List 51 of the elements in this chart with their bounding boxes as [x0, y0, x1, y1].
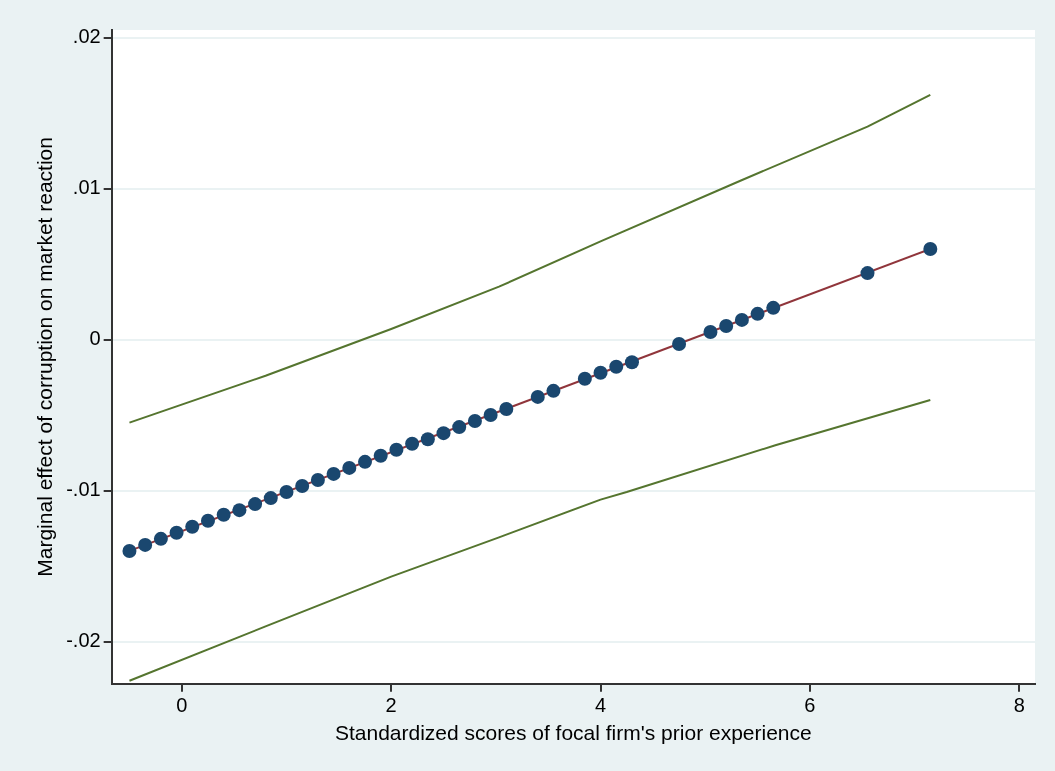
point [389, 442, 404, 457]
point [232, 503, 247, 518]
point [358, 454, 373, 469]
point [122, 543, 137, 558]
point [734, 312, 749, 327]
y-axis-title: Marginal effect of corruption on market reaction [33, 137, 57, 577]
point [750, 306, 765, 321]
x-axis-title: Standardized scores of focal firm's prior experience [334, 721, 812, 745]
point [248, 497, 263, 512]
point [593, 365, 608, 380]
point [200, 513, 215, 528]
point [609, 359, 624, 374]
x-tick-label: 0 [176, 694, 188, 717]
point [860, 266, 875, 281]
point [153, 531, 168, 546]
y-tick-label: .02 [72, 25, 101, 48]
point [530, 389, 545, 404]
y-tick-label: .01 [72, 176, 101, 199]
point [703, 324, 718, 339]
point [483, 408, 498, 423]
point [216, 507, 231, 522]
point [279, 485, 294, 500]
point [420, 432, 435, 447]
x-tick-label: 6 [804, 694, 816, 717]
x-tick-label: 4 [594, 694, 607, 717]
point [577, 371, 592, 386]
point [169, 525, 184, 540]
point [499, 401, 514, 416]
point [138, 537, 153, 552]
y-tick-label: -.01 [66, 478, 101, 501]
point [185, 519, 200, 534]
point [546, 383, 561, 398]
point [719, 318, 734, 333]
x-tick-label: 8 [1013, 694, 1025, 717]
point [310, 472, 325, 487]
point [405, 436, 420, 451]
point [624, 355, 639, 370]
point [672, 337, 687, 352]
x-tick-label: 2 [385, 694, 397, 717]
point [452, 420, 467, 435]
point [373, 448, 388, 463]
point [923, 241, 938, 256]
point [342, 460, 357, 475]
point [766, 300, 781, 315]
y-tick-label: -.02 [66, 629, 101, 652]
point [467, 414, 482, 429]
point [326, 466, 341, 481]
point [295, 479, 310, 493]
y-tick-label: 0 [89, 327, 101, 350]
point [263, 491, 278, 506]
point [436, 426, 451, 441]
